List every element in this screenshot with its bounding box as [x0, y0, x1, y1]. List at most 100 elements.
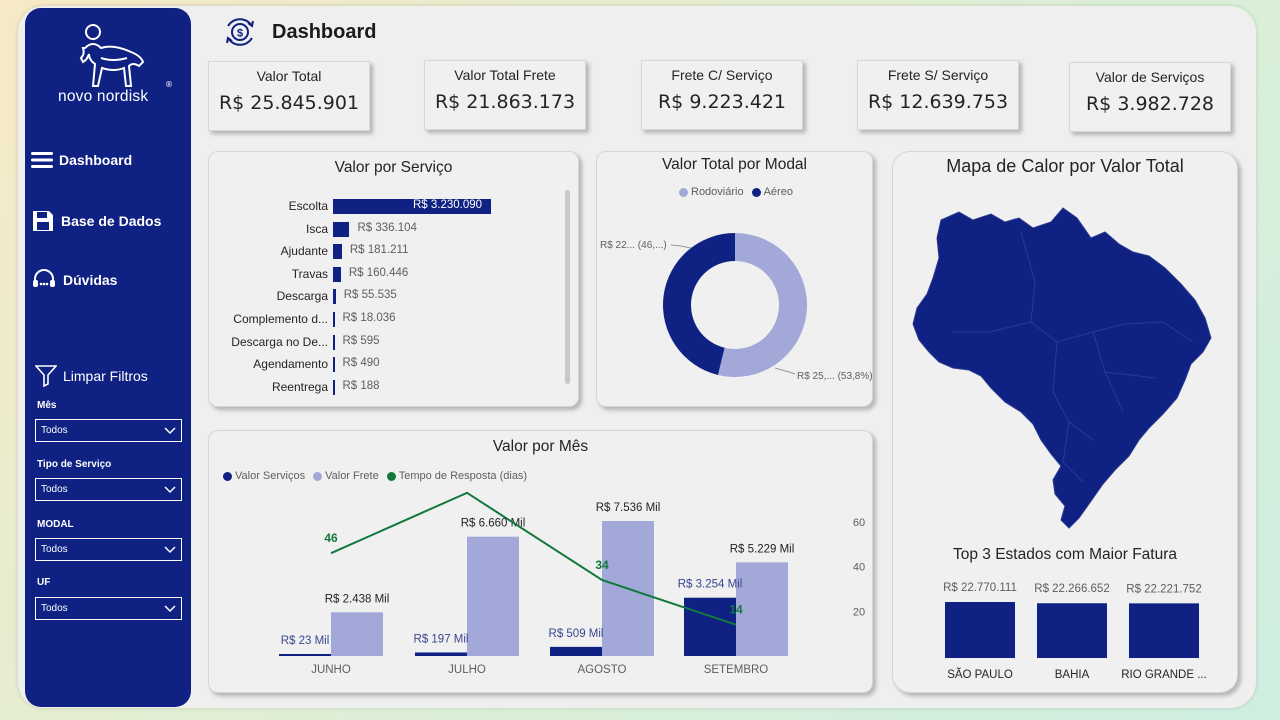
- legend-dot: [313, 471, 323, 481]
- state-borders: [953, 231, 1194, 483]
- kpi-value: R$ 25.845.901: [218, 92, 360, 114]
- bar-valor-frete[interactable]: [467, 536, 519, 656]
- servico-bar-row[interactable]: Isca R$ 336.104: [209, 219, 578, 241]
- estado-bar[interactable]: [945, 602, 1015, 658]
- servico-bar[interactable]: [333, 199, 491, 214]
- servico-bar-row[interactable]: Complemento d... R$ 18.036: [209, 309, 578, 331]
- clear-filters-button[interactable]: Limpar Filtros: [35, 364, 148, 388]
- chevron-down-icon: [164, 604, 176, 612]
- servico-data-label: R$ 3.230.090: [413, 199, 483, 211]
- servico-bar[interactable]: [333, 334, 335, 350]
- panel-valor-por-servico: Valor por Serviço Escolta R$ 3.230.090 Isc…: [208, 151, 579, 407]
- servico-bar[interactable]: [333, 312, 335, 327]
- servico-category-label: Isca: [305, 221, 328, 236]
- kpi-label: Valor Total Frete: [454, 67, 556, 83]
- servico-bar-row[interactable]: Travas R$ 160.446: [209, 264, 578, 286]
- bar-valor-frete[interactable]: [331, 612, 383, 656]
- legend-item-tempo-resposta[interactable]: Tempo de Resposta (dias): [386, 470, 528, 482]
- servico-bar-row[interactable]: Descarga no De... R$ 595: [209, 332, 578, 354]
- nav-dashboard[interactable]: Dashboard: [31, 151, 132, 169]
- estado-bar[interactable]: [1037, 603, 1107, 658]
- estado-data-label: R$ 22.770.111: [943, 582, 1017, 594]
- servico-bar-row[interactable]: Ajudante R$ 181.211: [209, 241, 578, 263]
- servico-category-label: Ajudante: [280, 244, 328, 259]
- donut-slice-1[interactable]: [662, 233, 735, 375]
- servico-bar[interactable]: [333, 266, 341, 282]
- frete-data-label: R$ 5.229 Mil: [730, 543, 795, 555]
- filter-label-mes: Mês: [37, 400, 57, 411]
- legend-label: Valor Serviços: [235, 470, 306, 482]
- panel-title: Valor por Mês: [492, 438, 589, 455]
- x-tick-label: AGOSTO: [578, 664, 627, 676]
- estado-bar[interactable]: [1129, 603, 1199, 658]
- servico-bar-row[interactable]: Descarga R$ 55.535: [209, 286, 578, 308]
- y2-tick-label: 80: [853, 483, 865, 484]
- servicos-data-label: R$ 197 Mil: [414, 633, 469, 645]
- legend-label: Rodoviário: [691, 186, 744, 198]
- filter-mes-select[interactable]: Todos: [35, 419, 182, 442]
- filter-modal-value: Todos: [41, 544, 68, 555]
- kpi-label: Frete S/ Serviço: [887, 67, 989, 83]
- tempo-resposta-data-label: 46: [324, 531, 338, 545]
- novo-nordisk-bull-logo: [79, 24, 145, 87]
- filter-modal-select[interactable]: Todos: [35, 538, 182, 561]
- bar-valor-servicos[interactable]: [684, 597, 736, 656]
- legend-item-rodoviario[interactable]: Rodoviário: [679, 186, 744, 198]
- estado-category-label: BAHIA: [1055, 669, 1090, 681]
- filter-tipo-servico-select[interactable]: Todos: [35, 478, 182, 501]
- legend-dot: [751, 187, 761, 197]
- kpi-label: Frete C/ Serviço: [671, 67, 773, 83]
- bar-valor-servicos[interactable]: [279, 654, 331, 656]
- donut-slice-0[interactable]: [717, 233, 807, 377]
- kpi-card-frete-com-servico: Frete C/ Serviço R$ 9.223.421: [641, 60, 803, 130]
- kpi-value: R$ 21.863.173: [434, 91, 576, 113]
- servico-bar[interactable]: [333, 244, 342, 260]
- servico-bar[interactable]: [333, 379, 335, 395]
- filter-mes-value: Todos: [41, 425, 68, 436]
- servico-bar-row[interactable]: Escolta R$ 3.230.090: [209, 196, 578, 218]
- servico-category-label: Travas: [291, 266, 328, 281]
- kpi-value: R$ 3.982.728: [1085, 93, 1215, 115]
- panel-valor-por-mes: Valor por Mês Valor Serviços Valor Frete…: [208, 430, 873, 693]
- servico-category-label: Escolta: [288, 199, 328, 213]
- legend-item-valor-frete[interactable]: Valor Frete: [313, 470, 379, 482]
- servico-category-label: Agendamento: [253, 357, 328, 372]
- tempo-resposta-line[interactable]: [330, 491, 737, 626]
- servico-bar[interactable]: [333, 357, 335, 373]
- filter-uf-select[interactable]: Todos: [35, 597, 182, 620]
- mes-combo-chart: 20 40 60 80 R$ 23 Mil R$ 2.438 Mil JUNHO R$ 197…: [279, 483, 865, 676]
- servico-category-label: Complemento d...: [233, 312, 328, 326]
- servico-bar-row[interactable]: Reentrega R$ 188: [209, 377, 578, 399]
- nav-duvidas[interactable]: Dúvidas: [31, 268, 117, 292]
- estado-category-label: SÃO PAULO: [947, 668, 1013, 681]
- y2-tick-label: 40: [853, 562, 865, 574]
- servico-bar-row[interactable]: Agendamento R$ 490: [209, 354, 578, 376]
- nav-base-de-dados[interactable]: Base de Dados: [31, 209, 161, 233]
- svg-text:$: $: [237, 28, 243, 40]
- brazil-country-shape: [912, 207, 1212, 529]
- donut-data-label: R$ 25,... (53,8%): [797, 371, 873, 382]
- servico-category-label: Descarga: [276, 289, 328, 304]
- servico-category-label: Descarga no De...: [231, 334, 328, 349]
- chevron-down-icon: [164, 485, 176, 493]
- kpi-card-frete-sem-servico: Frete S/ Serviço R$ 12.639.753: [857, 60, 1019, 130]
- legend-label: Tempo de Resposta (dias): [398, 470, 528, 482]
- legend-item-aereo[interactable]: Aéreo: [751, 186, 793, 198]
- legend-label: Aéreo: [763, 186, 793, 198]
- servico-data-label: R$ 18.036: [342, 312, 396, 324]
- servico-bar[interactable]: [333, 221, 350, 237]
- legend-item-valor-servicos[interactable]: Valor Serviços: [223, 470, 305, 482]
- bar-valor-servicos[interactable]: [550, 646, 602, 656]
- bar-valor-frete[interactable]: [736, 562, 788, 656]
- servico-bar[interactable]: [333, 289, 336, 305]
- leader-line: [670, 244, 692, 249]
- frete-data-label: R$ 2.438 Mil: [325, 593, 390, 605]
- sidebar: novo nordisk ® Dashboard Base de Dados D…: [25, 8, 191, 707]
- panel-title: Valor por Serviço: [334, 159, 453, 176]
- legend-dot: [223, 471, 232, 481]
- panel-valor-total-por-modal: Valor Total por Modal Rodoviário Aéreo R…: [596, 151, 873, 407]
- brazil-heat-map[interactable]: [893, 192, 1239, 552]
- bar-valor-servicos[interactable]: [415, 652, 467, 656]
- x-tick-label: JULHO: [448, 664, 486, 676]
- servico-scrollbar[interactable]: [565, 190, 570, 384]
